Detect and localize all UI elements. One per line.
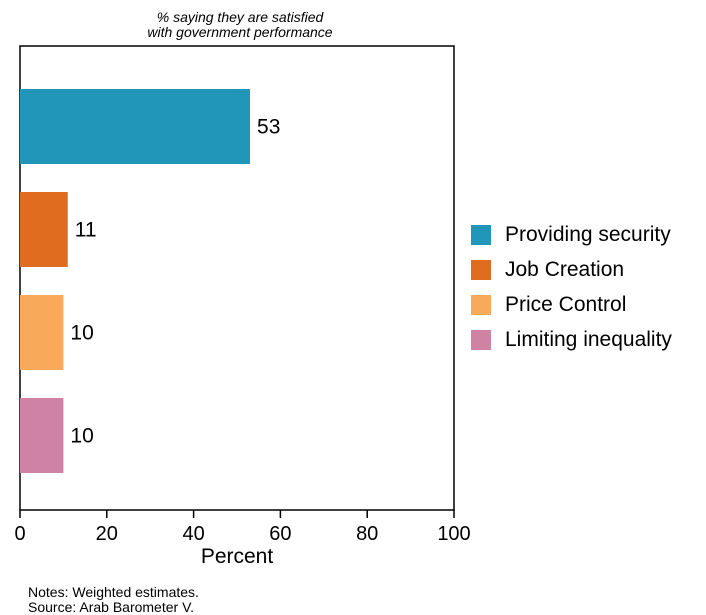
bar-chart: 53 11 10 10 0 20 40 60 80 100 Percent (14, 45, 471, 568)
data-label: 10 (70, 425, 93, 448)
chart-subtitle-line-2: with government performance (147, 24, 333, 40)
data-label: 53 (257, 116, 280, 139)
legend-label: Limiting inequality (505, 327, 672, 351)
legend-item-price-control: Price Control (471, 287, 672, 322)
bar-price-control (20, 295, 64, 370)
data-label: 11 (75, 219, 97, 242)
bar-providing-security (20, 89, 251, 164)
x-tick-label: 100 (437, 523, 470, 545)
legend-label: Job Creation (505, 257, 625, 281)
chart-subtitle-line-1: % saying they are satisfied (156, 9, 324, 25)
data-label: 10 (70, 322, 93, 345)
plot-frame (19, 45, 455, 511)
legend-item-limiting-inequality: Limiting inequality (471, 322, 672, 357)
legend-swatch (471, 259, 491, 280)
x-tick-label: 0 (14, 523, 25, 545)
x-tick-label: 80 (356, 523, 378, 545)
x-tick-label: 20 (96, 523, 118, 545)
legend: Providing security Job Creation Price Co… (471, 217, 672, 357)
legend-label: Providing security (505, 222, 671, 246)
legend-item-job-creation: Job Creation (471, 252, 672, 287)
legend-swatch (471, 224, 491, 245)
x-axis: 0 20 40 60 80 100 (14, 510, 471, 545)
bar-job-creation (20, 192, 68, 267)
bar-limiting-inequality (20, 398, 64, 473)
x-tick-label: 60 (269, 523, 291, 545)
x-axis-label: Percent (201, 545, 274, 568)
bars-group: 53 11 10 10 (20, 89, 280, 473)
legend-swatch (471, 329, 491, 350)
legend-label: Price Control (505, 292, 627, 316)
legend-swatch (471, 294, 491, 315)
notes-line: Notes: Weighted estimates. (28, 584, 199, 600)
source-line: Source: Arab Barometer V. (28, 599, 195, 615)
notes-block: Notes: Weighted estimates. Source: Arab … (28, 585, 199, 615)
legend-item-providing-security: Providing security (471, 217, 672, 252)
x-tick-label: 40 (182, 523, 204, 545)
